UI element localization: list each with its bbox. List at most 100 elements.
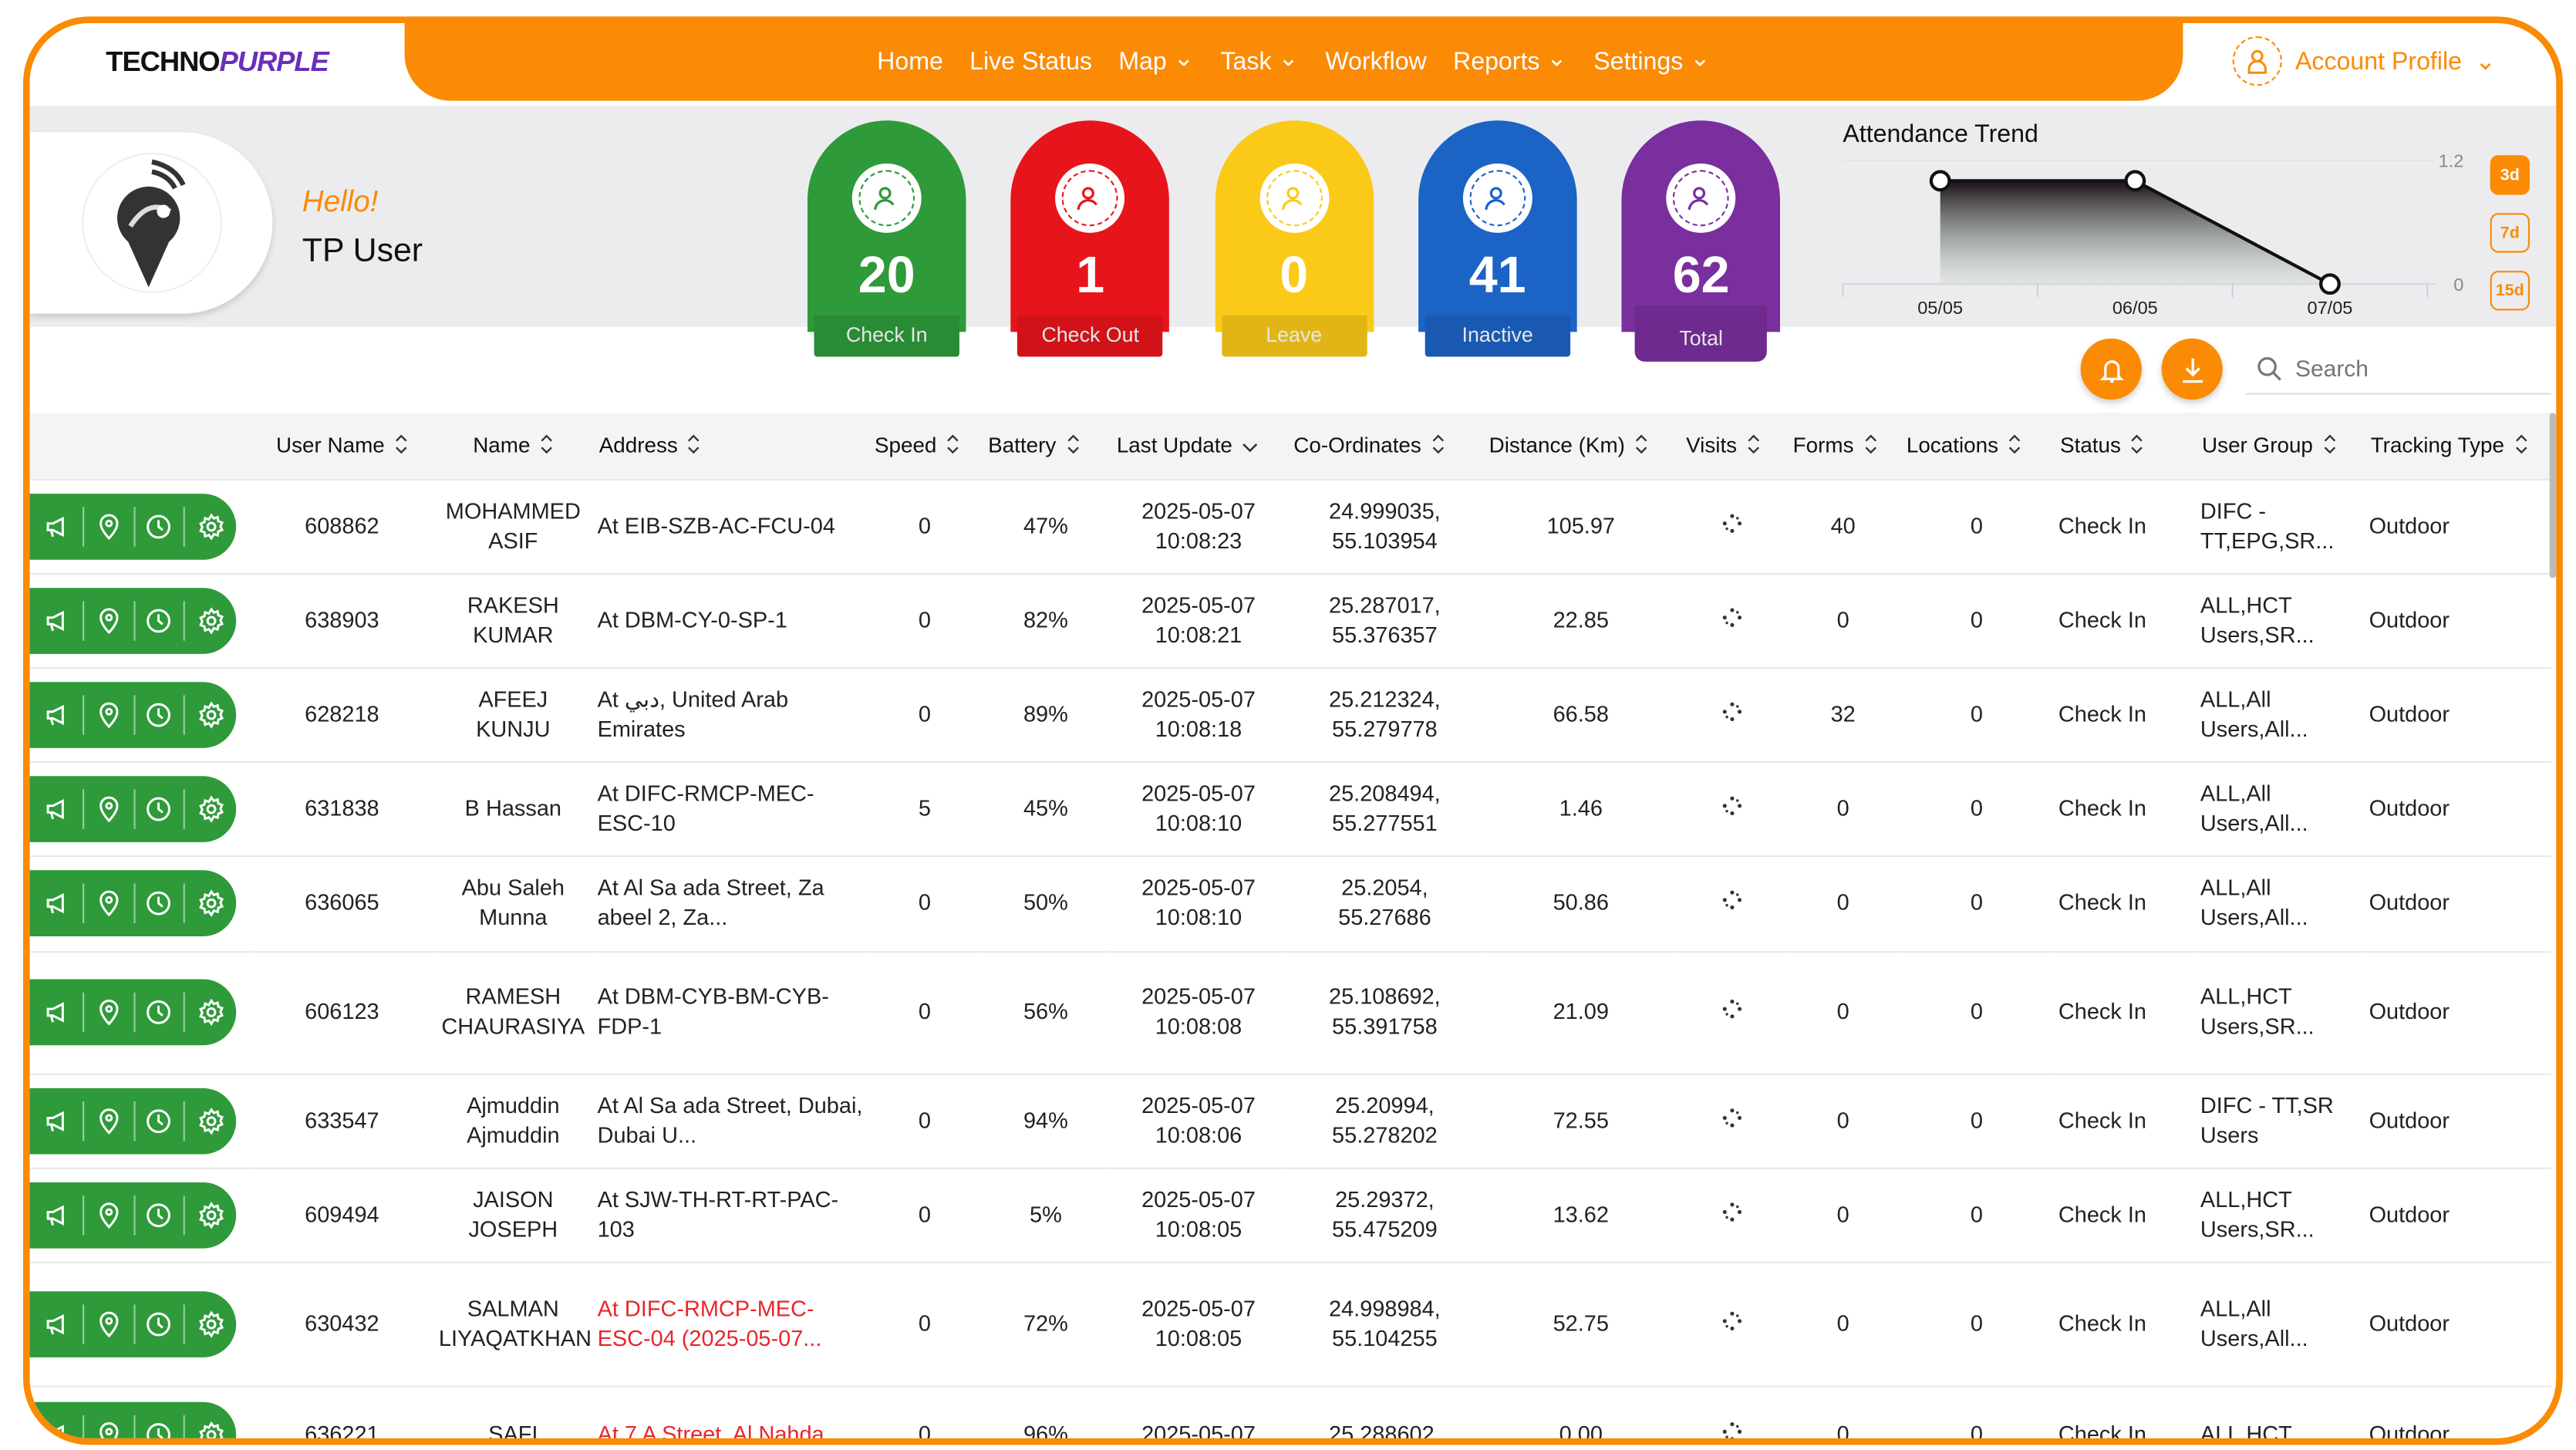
announce-button[interactable] [33,694,84,734]
status-card-leave[interactable]: 0 Leave [1214,120,1374,359]
announce-button[interactable] [33,788,84,828]
logo[interactable]: TECHNO PURPLE [29,22,405,103]
search-box[interactable] [2245,343,2551,395]
download-button[interactable] [2161,338,2223,400]
column-header-tracking-type[interactable]: Tracking Type [2364,413,2551,479]
gear-button[interactable] [185,694,236,733]
column-header-battery[interactable]: Battery [981,413,1111,479]
clock-button[interactable] [134,506,186,546]
announce-button[interactable] [33,1415,84,1438]
location-pin-button[interactable] [84,506,135,546]
gear-button[interactable] [185,993,236,1032]
nav-task[interactable]: Task ⌄ [1221,44,1300,76]
cell-visits[interactable] [1679,760,1787,856]
gear-button[interactable] [185,1415,236,1438]
search-input[interactable] [2294,355,2544,382]
status-card-check-out[interactable]: 1 Check Out [1010,120,1170,359]
column-header-address[interactable]: Address [592,413,868,479]
sort-icon[interactable] [395,434,408,459]
gear-button[interactable] [185,1101,236,1140]
range-15d-button[interactable]: 15d [2490,271,2530,311]
cell-visits[interactable] [1679,572,1787,667]
announce-button[interactable] [33,506,84,546]
cell-visits[interactable] [1679,1166,1787,1262]
location-pin-button[interactable] [84,1415,135,1438]
announce-button[interactable] [33,1100,84,1141]
location-pin-button[interactable] [84,1195,135,1235]
gear-button[interactable] [185,1195,236,1234]
range-3d-button[interactable]: 3d [2490,155,2530,195]
gear-button[interactable] [185,788,236,828]
announce-button[interactable] [33,883,84,923]
gear-button[interactable] [185,1303,236,1343]
nav-live-status[interactable]: Live Status [969,48,1092,76]
cell-visits[interactable] [1679,950,1787,1074]
cell-visits[interactable] [1679,854,1787,952]
gear-button[interactable] [185,883,236,922]
nav-settings[interactable]: Settings ⌄ [1593,44,1711,76]
column-header-user-name[interactable]: User Name [250,413,434,479]
sort-icon[interactable] [1863,434,1876,459]
gear-button[interactable] [185,600,236,639]
clock-button[interactable] [134,1100,186,1141]
column-header-locations[interactable]: Locations [1900,413,2054,479]
status-card-check-in[interactable]: 20 Check In [807,120,966,359]
status-card-inactive[interactable]: 41 Inactive [1418,120,1577,359]
sort-icon[interactable] [2323,434,2336,459]
location-pin-button[interactable] [84,788,135,828]
sort-icon[interactable] [1431,434,1445,459]
sort-icon[interactable] [688,434,701,459]
account-profile-button[interactable]: Account Profile ⌄ [2232,36,2496,86]
nav-reports[interactable]: Reports ⌄ [1453,44,1567,76]
location-pin-button[interactable] [84,883,135,923]
sort-icon[interactable] [2008,434,2021,459]
table-row[interactable]: 606123 RAMESH CHAURASIYA At DBM-CYB-BM-CYB… [29,950,2551,1074]
table-row[interactable]: 633547 Ajmuddin Ajmuddin At Al Sa ada Stre… [29,1072,2551,1168]
clock-button[interactable] [134,992,186,1033]
table-row[interactable]: 638903 RAKESH KUMAR At DBM-CY-0-SP-1 0 82% 20… [29,572,2551,667]
range-7d-button[interactable]: 7d [2490,213,2530,253]
location-pin-button[interactable] [84,992,135,1033]
table-row[interactable]: 631838 B Hassan At DIFC-RMCP-MEC-ESC-10 5 45… [29,760,2551,856]
sort-icon[interactable] [1747,434,1760,459]
notifications-button[interactable] [2080,338,2142,400]
nav-workflow[interactable]: Workflow [1325,48,1426,76]
table-row[interactable]: 636221 SAFI At 7 A Street, Al Nahda 0 96% 202… [29,1384,2551,1438]
nav-home[interactable]: Home [877,48,943,76]
sort-icon[interactable] [1635,434,1648,459]
cell-visits[interactable] [1679,1384,1787,1438]
cell-visits[interactable] [1679,1260,1787,1386]
table-row[interactable]: 609494 JAISON JOSEPH At SJW-TH-RT-RT-PAC-1… [29,1166,2551,1262]
location-pin-button[interactable] [84,600,135,640]
announce-button[interactable] [33,1303,84,1344]
gear-button[interactable] [185,506,236,545]
status-card-total[interactable]: 62 Total [1621,120,1781,362]
table-row[interactable]: 636065 Abu Saleh Munna At Al Sa ada Street… [29,854,2551,952]
sort-icon[interactable] [540,434,553,459]
column-header-co-ordinates[interactable]: Co-Ordinates [1286,413,1483,479]
column-header-distance-km[interactable]: Distance (Km) [1482,413,1680,479]
scrollbar[interactable] [2549,413,2557,578]
column-header-user-group[interactable]: User Group [2195,413,2365,479]
column-header-last-update[interactable]: Last Update [1110,413,1287,479]
table-row[interactable]: 630432 SALMAN LIYAQATKHAN At DIFC-RMCP-MEC… [29,1260,2551,1386]
cell-visits[interactable] [1679,666,1787,762]
clock-button[interactable] [134,1415,186,1438]
clock-button[interactable] [134,694,186,734]
announce-button[interactable] [33,600,84,640]
table-row[interactable]: 608862 MOHAMMED ASIF At EIB-SZB-AC-FCU-04 0… [29,477,2551,573]
column-header-name[interactable]: Name [433,413,593,479]
column-header-forms[interactable]: Forms [1786,413,1900,479]
cell-visits[interactable] [1679,477,1787,573]
location-pin-button[interactable] [84,694,135,734]
sort-icon[interactable] [2131,434,2144,459]
location-pin-button[interactable] [84,1100,135,1141]
announce-button[interactable] [33,1195,84,1235]
clock-button[interactable] [134,1303,186,1344]
clock-button[interactable] [134,1195,186,1235]
nav-map[interactable]: Map ⌄ [1118,44,1194,76]
announce-button[interactable] [33,992,84,1033]
column-header-visits[interactable]: Visits [1679,413,1787,479]
chevron-down-icon[interactable] [1242,434,1259,459]
location-pin-button[interactable] [84,1303,135,1344]
